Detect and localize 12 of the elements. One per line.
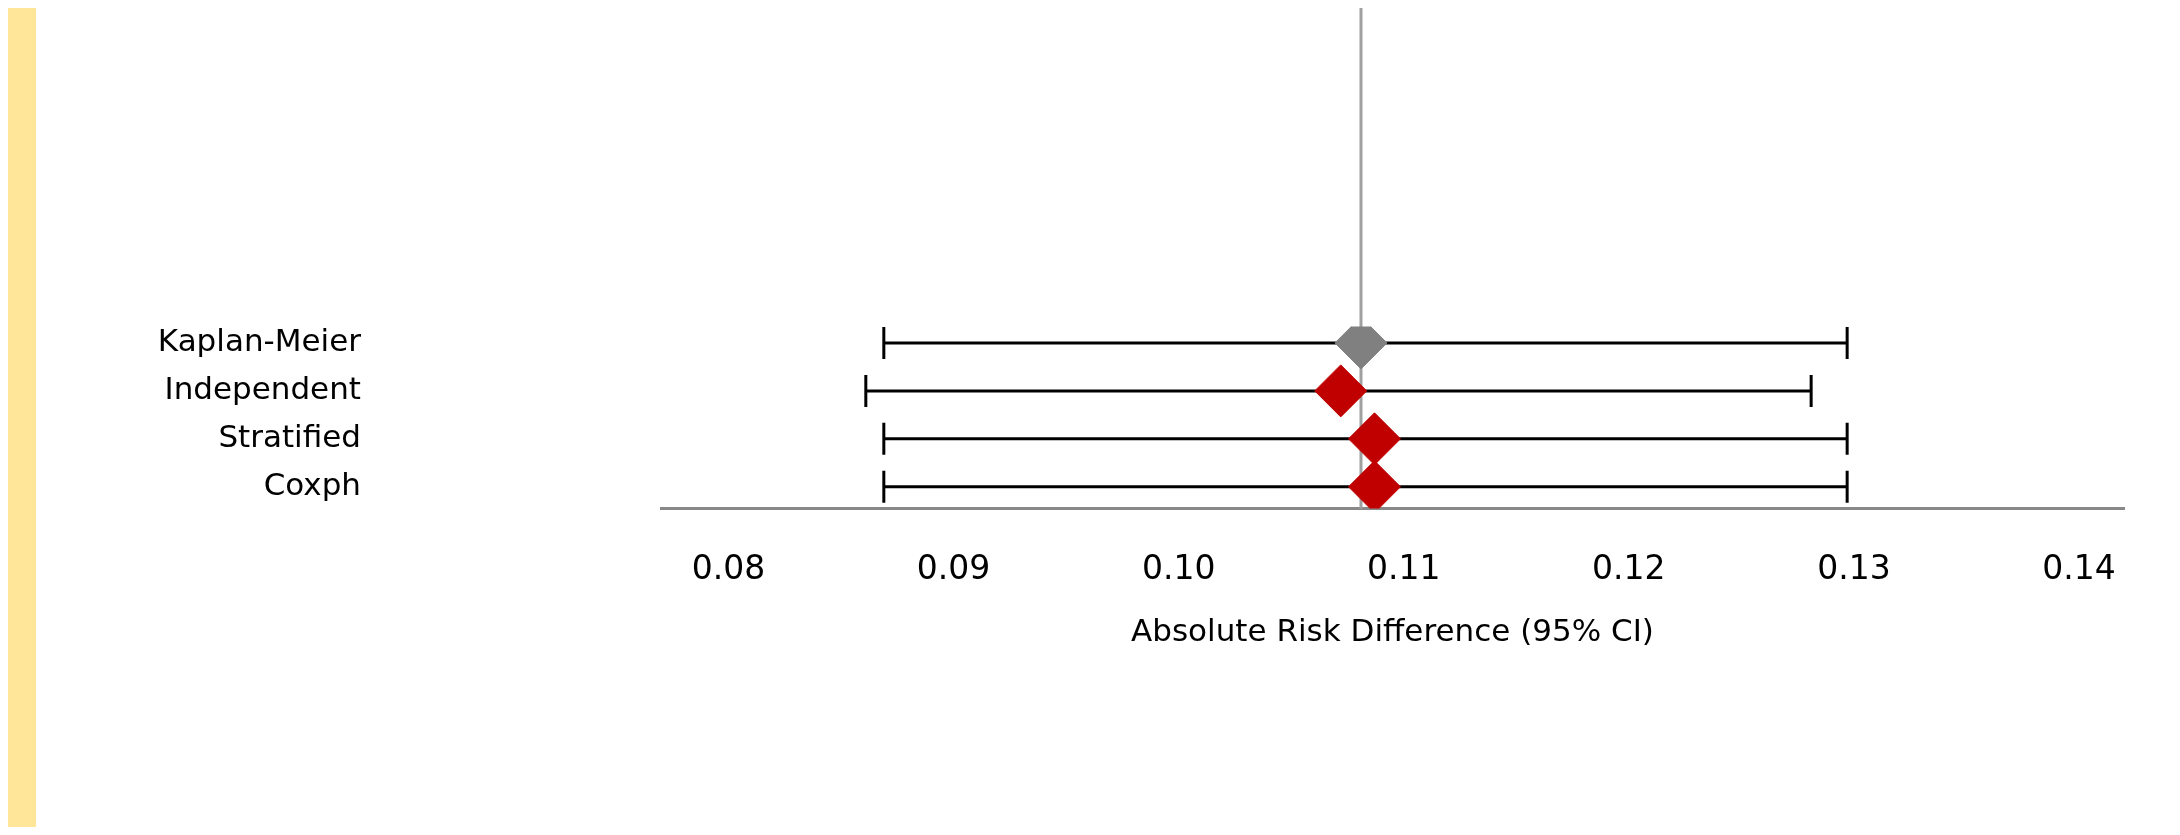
x-tick-label: 0.09 — [916, 547, 991, 587]
x-tick-label: 0.10 — [1141, 547, 1216, 587]
x-tick-label: 0.14 — [2042, 547, 2116, 587]
y-tick-label: Stratified — [218, 417, 361, 454]
y-tick-label: Independent — [164, 369, 361, 406]
x-tick-label: 0.11 — [1367, 547, 1441, 587]
x-tick-label: 0.12 — [1592, 547, 1666, 587]
x-tick-label: 0.08 — [691, 547, 766, 587]
y-tick-label: Kaplan-Meier — [157, 321, 362, 358]
x-axis-title: Absolute Risk Difference (95% CI) — [1131, 611, 1654, 648]
x-tick-label: 0.13 — [1817, 547, 1891, 587]
y-tick-label: Coxph — [263, 465, 361, 502]
